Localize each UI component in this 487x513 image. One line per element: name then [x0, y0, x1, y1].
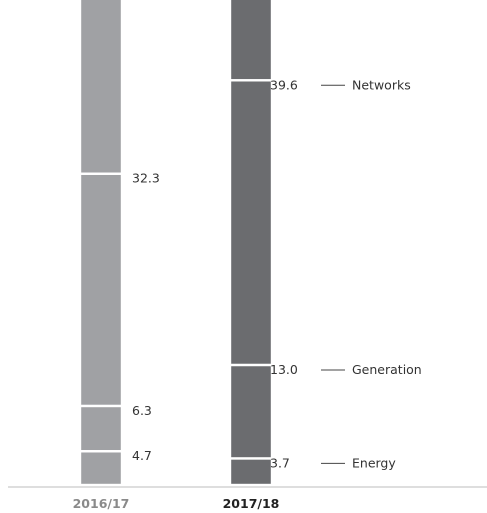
- value-label-2017-18-networks: 39.6: [270, 77, 298, 92]
- category-label-2017-18: 2017/18: [223, 496, 280, 511]
- labels: 4.76.332.351.25.30.359.72016/173.7Energy…: [73, 77, 422, 511]
- bar-segment-2016-17-networks: [78, 172, 124, 408]
- value-label-2016-17-generation: 6.3: [132, 403, 152, 418]
- category-label-2016-17: 2016/17: [73, 496, 130, 511]
- legend-label-generation: Generation: [352, 362, 422, 377]
- bar-segment-2016-17-generation: [78, 404, 124, 453]
- bar-segment-2017-18-energy: [228, 457, 274, 487]
- bar-segment-2016-17-energy: [78, 450, 124, 487]
- value-label-2016-17-networks: 32.3: [132, 171, 160, 186]
- value-label-2017-18-generation: 13.0: [270, 362, 298, 377]
- bar-segment-2017-18-south-east-europe: [228, 0, 274, 82]
- bar-segment-2017-18-generation: [228, 363, 274, 460]
- legend-label-energy: Energy: [352, 455, 396, 470]
- bars: [78, 0, 274, 487]
- value-label-2017-18-energy: 3.7: [270, 455, 290, 470]
- value-label-2016-17-energy: 4.7: [132, 448, 152, 463]
- legend-label-networks: Networks: [352, 77, 411, 92]
- bar-segment-2016-17-south-east-europe: [78, 0, 124, 175]
- bar-segment-2017-18-networks: [228, 79, 274, 367]
